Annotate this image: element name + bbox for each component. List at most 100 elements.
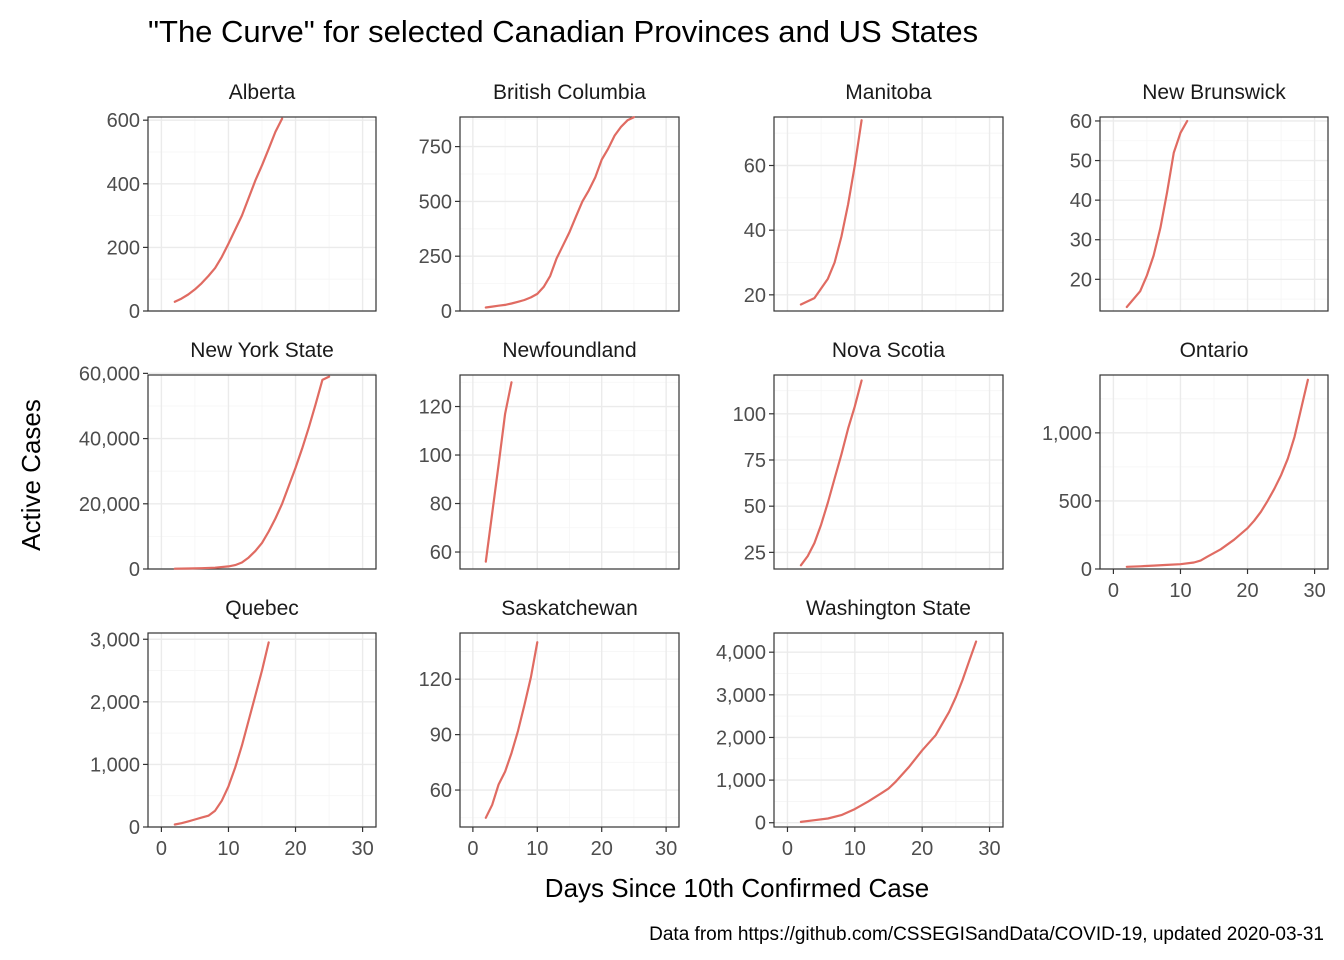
series-line-newfoundland — [484, 381, 513, 563]
panel-frame — [459, 374, 680, 570]
series-line-british-columbia — [484, 116, 636, 309]
y-axis-title: Active Cases — [16, 399, 46, 551]
y-tick-label: 50 — [744, 496, 766, 518]
x-tick-label: 0 — [1108, 580, 1119, 602]
facet-label-quebec: Quebec — [225, 597, 299, 620]
y-tick-label: 60 — [744, 156, 766, 178]
panel-ontario: Ontario 0 500 1,000 0 10 20 30 — [1042, 339, 1329, 602]
y-tick-label: 2,000 — [716, 727, 766, 749]
x-tick-label: 10 — [217, 838, 239, 860]
y-tick-label: 100 — [733, 404, 766, 426]
panel-new-york-state: New York State 0 20,000 40,000 60,000 — [79, 339, 377, 581]
y-tick-label: 120 — [419, 397, 452, 419]
panel-frame — [773, 374, 1004, 570]
panel-frame — [147, 374, 377, 570]
series-line-new-york-state — [173, 375, 331, 570]
panel-frame — [773, 632, 1004, 828]
x-tick-label: 20 — [911, 838, 933, 860]
y-tick-label: 1,000 — [90, 754, 140, 776]
facet-label-alberta: Alberta — [229, 81, 296, 104]
y-tick-label: 0 — [1081, 559, 1092, 581]
panel-frame — [773, 116, 1004, 312]
y-tick-label: 1,000 — [716, 770, 766, 792]
series-line-nova-scotia — [799, 379, 863, 567]
y-tick-label: 20,000 — [79, 494, 140, 516]
facet-label-new-york-state: New York State — [190, 339, 334, 362]
y-tick-label: 40,000 — [79, 429, 140, 451]
x-tick-label: 30 — [978, 838, 1000, 860]
y-tick-label: 0 — [441, 301, 452, 323]
series-line-new-brunswick — [1125, 119, 1189, 309]
y-tick-label: 25 — [744, 542, 766, 564]
y-tick-label: 60 — [430, 780, 452, 802]
y-tick-label: 40 — [744, 220, 766, 242]
y-tick-label: 0 — [129, 817, 140, 839]
y-tick-label: 60,000 — [79, 363, 140, 385]
y-tick-label: 500 — [419, 191, 452, 213]
facet-label-british-columbia: British Columbia — [493, 81, 646, 104]
chart-title: "The Curve" for selected Canadian Provin… — [148, 14, 978, 49]
panel-frame — [1099, 374, 1329, 570]
panel-washington-state: Washington State 0 1,000 2,000 3,000 4,000 0 10… — [716, 597, 1004, 860]
series-line-quebec — [173, 641, 270, 826]
x-tick-label: 0 — [782, 838, 793, 860]
x-tick-label: 30 — [351, 838, 373, 860]
y-tick-label: 2,000 — [90, 692, 140, 714]
y-tick-label: 0 — [129, 301, 140, 323]
y-tick-label: 75 — [744, 450, 766, 472]
y-tick-label: 200 — [107, 237, 140, 259]
x-tick-label: 0 — [467, 838, 478, 860]
y-tick-label: 400 — [107, 174, 140, 196]
data-source-caption: Data from https://github.com/CSSEGISandD… — [649, 924, 1324, 945]
panel-newfoundland: Newfoundland 60 80 100 120 — [419, 339, 680, 570]
panel-quebec: Quebec 0 1,000 2,000 3,000 0 10 20 30 — [90, 597, 377, 860]
y-tick-label: 100 — [419, 445, 452, 467]
y-tick-label: 3,000 — [716, 685, 766, 707]
facet-label-new-brunswick: New Brunswick — [1142, 81, 1286, 104]
panel-frame — [1099, 116, 1329, 312]
x-axis-title: Days Since 10th Confirmed Case — [545, 873, 929, 903]
series-line-alberta — [173, 117, 284, 303]
y-tick-label: 250 — [419, 246, 452, 268]
y-tick-label: 4,000 — [716, 642, 766, 664]
facet-label-nova-scotia: Nova Scotia — [832, 339, 946, 362]
x-tick-label: 30 — [655, 838, 677, 860]
panel-frame — [459, 632, 680, 828]
series-line-saskatchewan — [484, 641, 539, 819]
series-line-washington-state — [799, 640, 978, 824]
y-tick-label: 60 — [430, 542, 452, 564]
y-tick-label: 60 — [1070, 111, 1092, 133]
y-tick-label: 750 — [419, 137, 452, 159]
y-tick-label: 80 — [430, 494, 452, 516]
x-tick-label: 10 — [1169, 580, 1191, 602]
x-tick-label: 20 — [284, 838, 306, 860]
facet-label-saskatchewan: Saskatchewan — [501, 597, 638, 620]
panel-frame — [459, 116, 680, 312]
y-tick-label: 50 — [1070, 151, 1092, 173]
x-tick-label: 20 — [1236, 580, 1258, 602]
y-tick-label: 500 — [1059, 491, 1092, 513]
y-tick-label: 30 — [1070, 230, 1092, 252]
y-tick-label: 120 — [419, 669, 452, 691]
y-tick-label: 40 — [1070, 190, 1092, 212]
panel-saskatchewan: Saskatchewan 60 90 120 0 10 20 30 — [419, 597, 680, 860]
x-tick-label: 20 — [591, 838, 613, 860]
panel-new-brunswick: New Brunswick 20 30 40 50 60 — [1070, 81, 1329, 312]
panel-nova-scotia: Nova Scotia 25 50 75 100 — [733, 339, 1004, 570]
y-tick-label: 3,000 — [90, 629, 140, 651]
x-tick-label: 30 — [1303, 580, 1325, 602]
series-line-manitoba — [799, 119, 863, 306]
facet-label-newfoundland: Newfoundland — [502, 339, 636, 362]
x-tick-label: 0 — [156, 838, 167, 860]
panel-alberta: Alberta 0 200 400 600 — [107, 81, 377, 323]
facet-label-washington-state: Washington State — [806, 597, 971, 620]
panel-frame — [147, 632, 377, 828]
y-tick-label: 0 — [755, 813, 766, 835]
y-tick-label: 20 — [1070, 269, 1092, 291]
facet-label-manitoba: Manitoba — [845, 81, 932, 104]
panel-british-columbia: British Columbia 0 250 500 750 — [419, 81, 680, 323]
panel-frame — [147, 116, 377, 312]
y-tick-label: 600 — [107, 110, 140, 132]
